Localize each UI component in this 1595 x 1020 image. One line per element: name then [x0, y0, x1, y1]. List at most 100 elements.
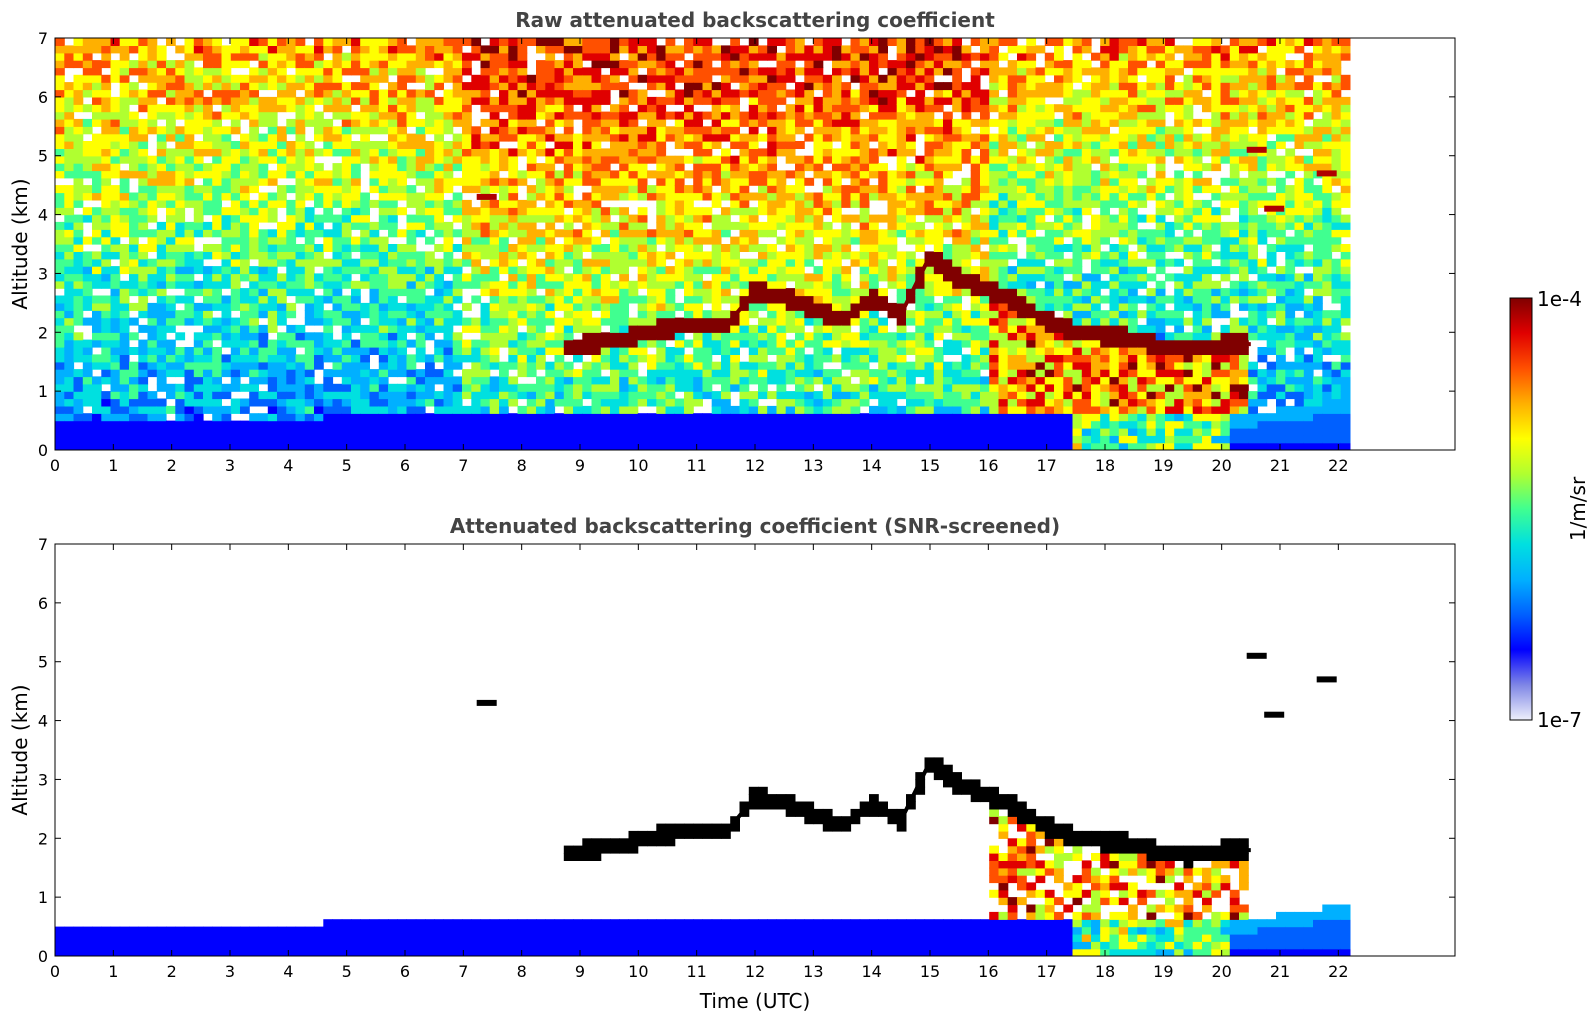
backscatter-cell	[896, 104, 907, 113]
backscatter-cell	[277, 60, 287, 69]
backscatter-cell	[943, 45, 953, 54]
backscatter-cell	[471, 442, 482, 450]
backscatter-cell	[184, 383, 195, 392]
backscatter-cell	[82, 442, 93, 450]
backscatter-cell	[758, 383, 768, 392]
backscatter-cell	[961, 258, 972, 267]
backscatter-cell	[767, 361, 777, 370]
backscatter-cell	[508, 214, 519, 223]
backscatter-cell	[896, 221, 907, 230]
backscatter-cell	[230, 266, 241, 275]
backscatter-cell	[795, 391, 805, 400]
backscatter-cell	[619, 339, 629, 348]
backscatter-cell	[711, 317, 722, 326]
backscatter-cell	[129, 163, 139, 172]
backscatter-cell	[138, 258, 149, 267]
backscatter-cell	[267, 427, 278, 436]
backscatter-cell	[730, 155, 740, 164]
backscatter-cell	[536, 413, 546, 422]
backscatter-cell	[647, 310, 657, 319]
backscatter-cell	[82, 207, 93, 216]
backscatter-cell	[674, 405, 685, 414]
backscatter-cell	[434, 295, 444, 304]
backscatter-cell	[55, 141, 65, 149]
backscatter-cell	[822, 317, 833, 326]
backscatter-cell	[499, 435, 509, 444]
backscatter-cell	[526, 405, 537, 414]
backscatter-cell	[878, 354, 888, 363]
backscatter-cell	[896, 74, 907, 83]
backscatter-cell	[933, 82, 944, 91]
backscatter-cell	[323, 45, 334, 54]
backscatter-cell	[221, 354, 232, 363]
backscatter-cell	[600, 214, 611, 223]
backscatter-cell	[175, 192, 186, 201]
backscatter-cell	[489, 170, 500, 179]
backscatter-cell	[138, 214, 149, 223]
backscatter-cell	[138, 177, 149, 186]
backscatter-cell	[647, 376, 657, 385]
backscatter-cell	[166, 317, 176, 326]
backscatter-cell	[175, 170, 186, 179]
backscatter-cell	[730, 273, 740, 282]
backscatter-cell	[378, 96, 389, 105]
backscatter-cell	[277, 96, 287, 105]
backscatter-cell	[323, 266, 334, 275]
backscatter-cell	[832, 280, 842, 289]
backscatter-cell	[526, 317, 537, 326]
backscatter-cell	[600, 38, 611, 46]
backscatter-cell	[878, 118, 888, 127]
backscatter-cell	[138, 398, 149, 407]
backscatter-cell	[536, 354, 546, 363]
backscatter-cell	[813, 302, 824, 311]
backscatter-cell	[434, 317, 444, 326]
backscatter-cell	[841, 82, 852, 91]
backscatter-cell	[582, 141, 593, 149]
backscatter-cell	[406, 214, 417, 223]
backscatter-cell	[240, 420, 250, 429]
backscatter-cell	[526, 273, 537, 282]
backscatter-cell	[221, 295, 232, 304]
backscatter-cell	[462, 229, 472, 238]
backscatter-cell	[545, 89, 556, 98]
backscatter-cell	[286, 74, 297, 83]
backscatter-cell	[813, 347, 824, 355]
backscatter-cell	[138, 420, 149, 429]
backscatter-cell	[323, 96, 334, 105]
backscatter-cell	[961, 273, 972, 282]
backscatter-cell	[887, 310, 898, 319]
backscatter-cell	[82, 427, 93, 436]
backscatter-cell	[526, 427, 537, 436]
backscatter-cell	[119, 89, 130, 98]
backscatter-cell	[563, 214, 574, 223]
backscatter-cell	[758, 207, 768, 216]
backscatter-cell	[619, 244, 629, 252]
backscatter-cell	[332, 369, 343, 378]
backscatter-cell	[545, 133, 556, 142]
backscatter-cell	[175, 427, 186, 436]
backscatter-cell	[906, 207, 916, 216]
backscatter-cell	[739, 288, 750, 297]
backscatter-cell	[980, 405, 990, 414]
backscatter-cell	[184, 361, 195, 370]
backscatter-cell	[360, 67, 370, 76]
backscatter-cell	[462, 96, 472, 105]
backscatter-cell	[73, 332, 84, 341]
backscatter-cell	[961, 354, 972, 363]
backscatter-cell	[748, 398, 759, 407]
backscatter-cell	[314, 354, 324, 363]
backscatter-cell	[369, 104, 380, 113]
backscatter-cell	[693, 280, 703, 289]
backscatter-cell	[258, 74, 269, 83]
backscatter-cell	[693, 258, 703, 267]
backscatter-cell	[656, 192, 667, 201]
backscatter-cell	[212, 170, 222, 179]
backscatter-cell	[369, 221, 380, 230]
backscatter-cell	[896, 192, 907, 201]
backscatter-cell	[415, 52, 426, 61]
backscatter-cell	[896, 391, 907, 400]
backscatter-cell	[277, 420, 287, 429]
backscatter-cell	[101, 214, 112, 223]
backscatter-cell	[221, 185, 232, 194]
backscatter-cell	[554, 244, 565, 252]
